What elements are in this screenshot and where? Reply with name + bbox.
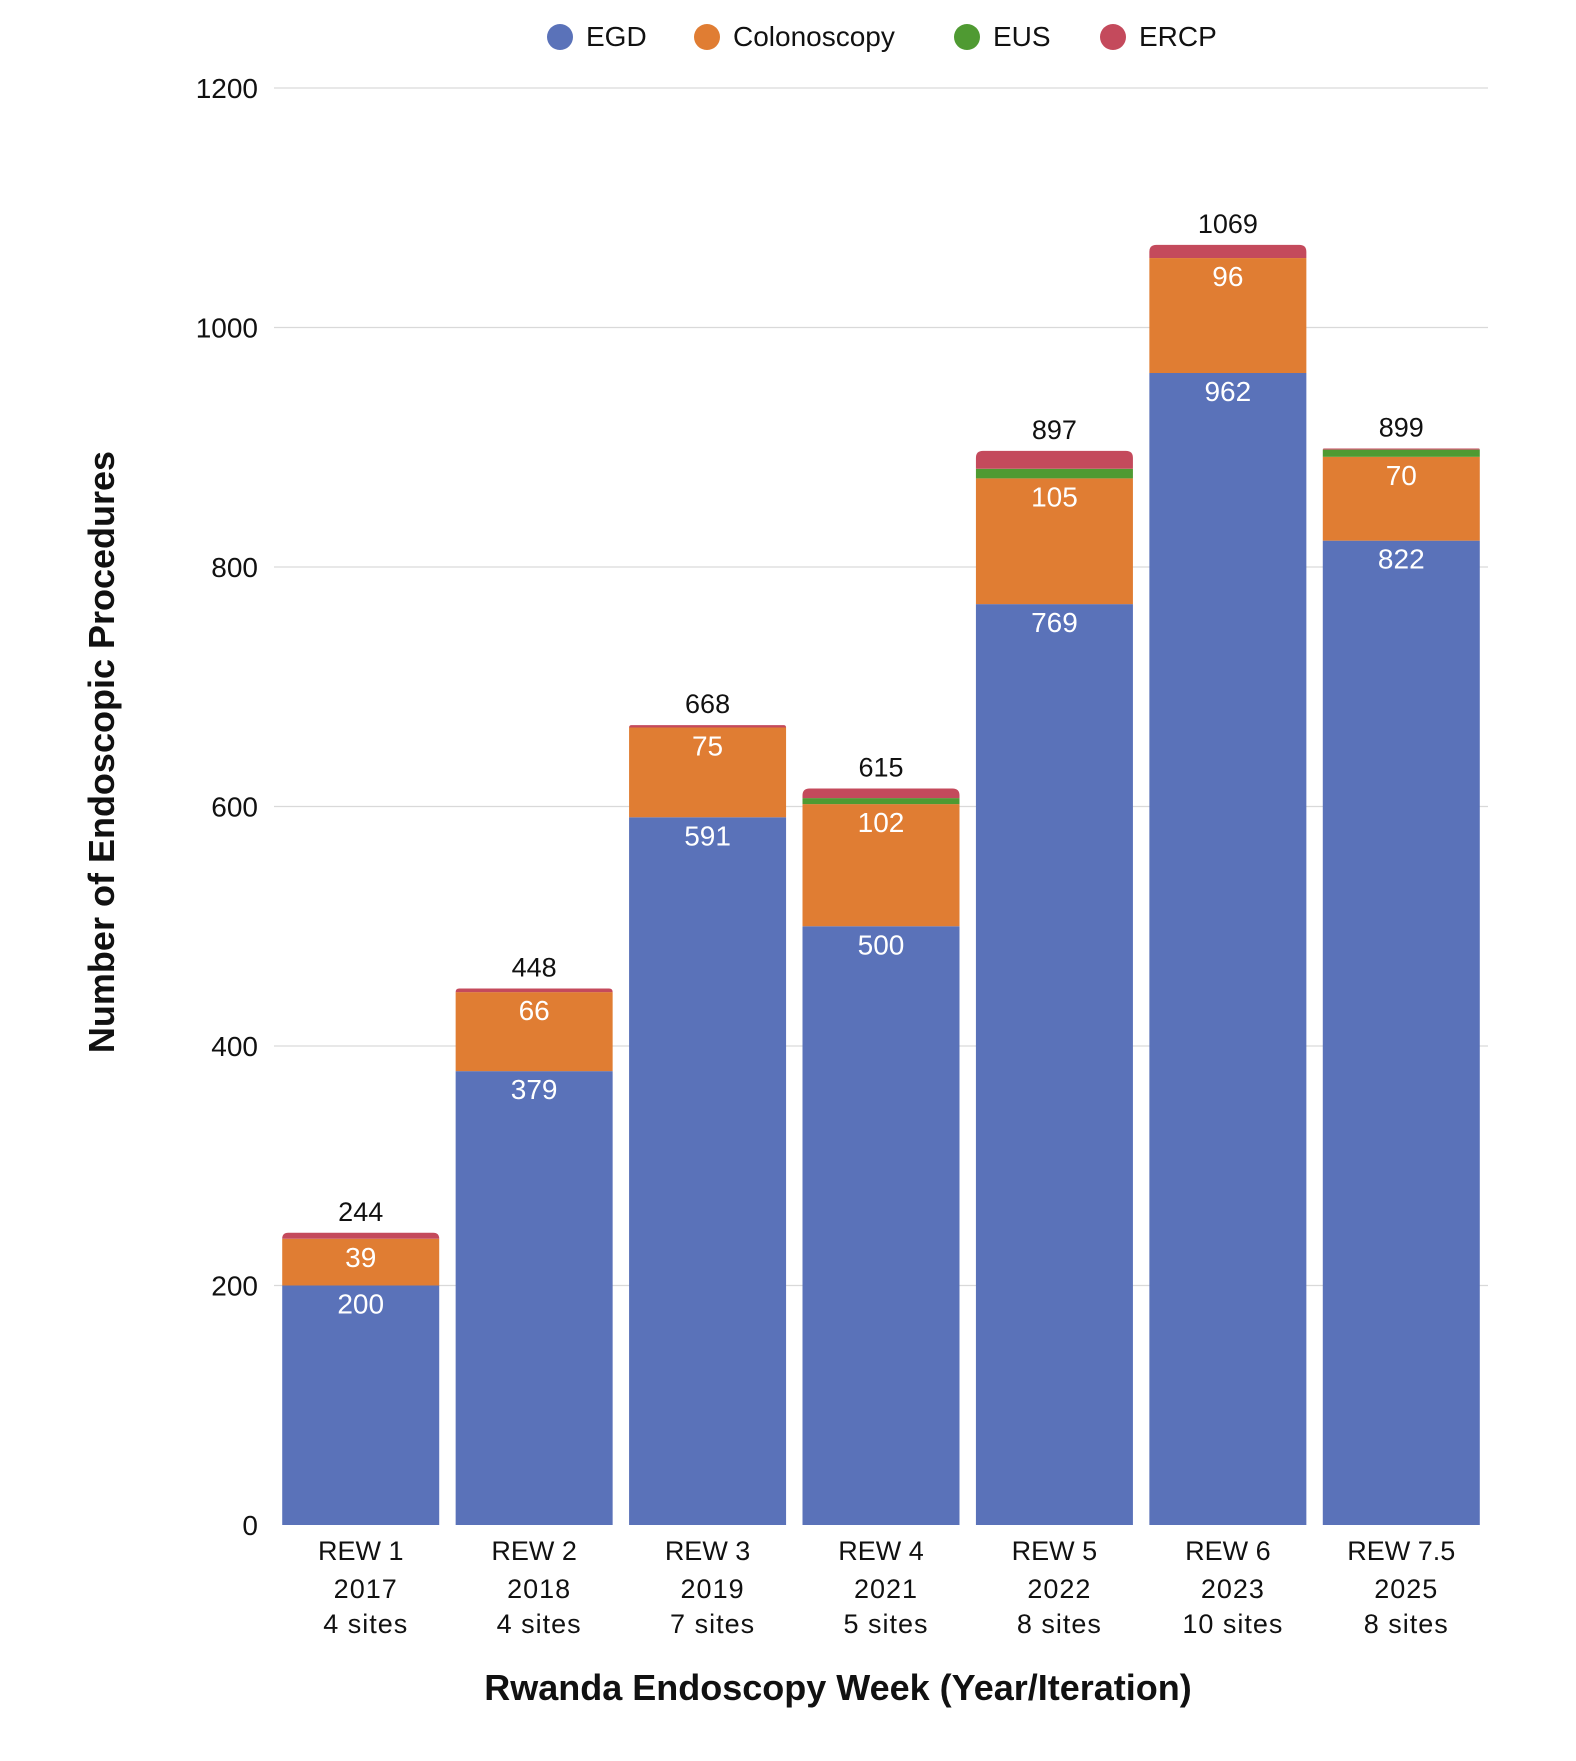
bar-segment-egd-4 [802,926,960,1525]
total-label: 668 [685,689,730,719]
y-tick-label: 1200 [196,73,258,104]
value-label-colonoscopy: 75 [692,730,723,761]
y-tick-label: 1000 [196,313,258,344]
y-axis-title: Number of Endoscopic Procedures [81,451,122,1053]
x-tick-sites: 8 sites [1364,1609,1449,1639]
bar-segment-eus-5 [975,468,1133,479]
legend-label: Colonoscopy [733,21,895,52]
x-tick-year: 2023 [1201,1574,1265,1604]
x-tick-label: REW 3 [665,1536,751,1566]
bar-segment-colonoscopy-6 [1149,258,1307,374]
total-label: 615 [858,753,903,783]
x-axis-title: Rwanda Endoscopy Week (Year/Iteration) [484,1667,1192,1708]
bar-segment-ercp-6 [1149,244,1307,259]
value-label-colonoscopy: 66 [519,995,550,1026]
total-label: 1069 [1198,209,1258,239]
x-tick-sites: 4 sites [323,1609,408,1639]
legend-label: ERCP [1139,21,1217,52]
value-label-colonoscopy: 102 [858,807,905,838]
value-label-egd: 822 [1378,544,1425,575]
legend-item-egd[interactable]: EGD [547,21,647,52]
x-tick-label: REW 2 [491,1536,577,1566]
y-tick-label: 0 [242,1510,258,1541]
y-tick-label: 400 [211,1031,258,1062]
x-tick-sites: 7 sites [670,1609,755,1639]
x-tick-year: 2018 [507,1574,571,1604]
value-label-colonoscopy: 39 [345,1242,376,1273]
bar-segment-ercp-1 [282,1232,440,1239]
y-tick-label: 600 [211,792,258,823]
bar-segment-egd-3 [629,817,787,1525]
bar-segment-colonoscopy-4 [802,804,960,927]
total-label: 448 [512,953,557,983]
x-tick-label: REW 7.5 [1347,1536,1455,1566]
legend-label: EUS [993,21,1051,52]
bar-segment-eus-7 [1322,449,1480,457]
y-tick-label: 800 [211,552,258,583]
bar-segment-colonoscopy-3 [629,727,787,818]
x-tick-year: 2022 [1027,1574,1091,1604]
value-label-egd: 769 [1031,607,1078,638]
x-tick-label: REW 1 [318,1536,404,1566]
total-label: 244 [338,1197,383,1227]
bar-segment-ercp-5 [975,450,1133,469]
bar-segment-egd-2 [455,1071,613,1525]
y-tick-label: 200 [211,1271,258,1302]
x-tick-year: 2017 [334,1574,398,1604]
bar-segment-ercp-2 [455,988,613,993]
bar-segment-colonoscopy-2 [455,992,613,1072]
x-tick-year: 2025 [1374,1574,1438,1604]
x-tick-sites: 8 sites [1017,1609,1102,1639]
legend-item-ercp[interactable]: ERCP [1100,21,1217,52]
legend-marker [694,24,720,50]
x-tick-sites: 4 sites [497,1609,582,1639]
bar-segment-colonoscopy-7 [1322,456,1480,541]
value-label-colonoscopy: 70 [1386,460,1417,491]
total-label: 899 [1379,412,1424,442]
value-label-egd: 200 [337,1289,384,1320]
x-tick-sites: 5 sites [843,1609,928,1639]
x-tick-label: REW 5 [1012,1536,1098,1566]
legend-item-colonoscopy[interactable]: Colonoscopy [694,21,895,52]
value-label-egd: 500 [858,929,905,960]
x-tick-label: REW 4 [838,1536,924,1566]
bar-segment-ercp-3 [629,725,787,728]
total-label: 897 [1032,415,1077,445]
legend-label: EGD [586,21,647,52]
data-labels: 200 39 244 379 66 448 591 75 668 500 102 615 769 105 8… [337,209,1424,1320]
legend-marker [547,24,573,50]
value-label-egd: 379 [511,1074,558,1105]
bar-segment-ercp-7 [1322,448,1480,450]
axes: 0 200 400 600 800 1000 1200 REW 1 2017 4 sites REW… [196,73,1456,1639]
bar-segment-colonoscopy-5 [975,478,1133,605]
x-tick-year: 2021 [854,1574,918,1604]
bar-segment-eus-4 [802,798,960,805]
bar-segment-egd-5 [975,604,1133,1525]
bar-segment-egd-1 [282,1285,440,1525]
bar-segment-egd-6 [1149,373,1307,1525]
value-label-egd: 962 [1204,376,1251,407]
legend-marker [1100,24,1126,50]
value-label-colonoscopy: 96 [1212,261,1243,292]
legend-marker [954,24,980,50]
x-tick-label: REW 6 [1185,1536,1271,1566]
bar-segment-egd-7 [1322,540,1480,1525]
value-label-egd: 591 [684,820,731,851]
bars [282,244,1480,1525]
legend[interactable]: EGD Colonoscopy EUS ERCP [547,21,1217,52]
legend-item-eus[interactable]: EUS [954,21,1051,52]
bar-segment-colonoscopy-1 [282,1238,440,1286]
x-tick-sites: 10 sites [1182,1609,1283,1639]
bar-segment-ercp-4 [802,788,960,799]
value-label-colonoscopy: 105 [1031,481,1078,512]
x-tick-year: 2019 [681,1574,745,1604]
